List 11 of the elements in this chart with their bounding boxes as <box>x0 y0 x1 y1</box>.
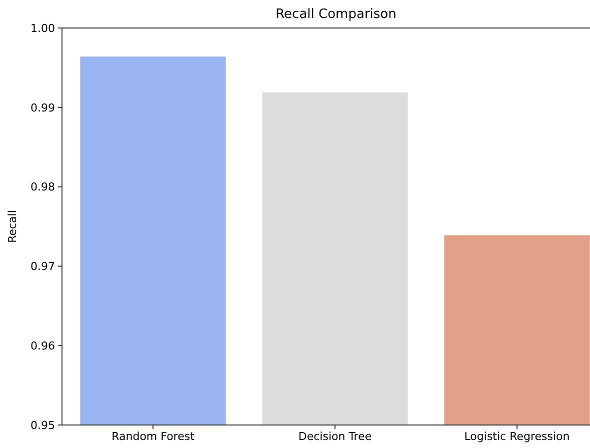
y-tick-label: 0.95 <box>30 418 55 432</box>
y-tick-label: 0.98 <box>30 180 55 194</box>
y-tick-label: 0.96 <box>30 339 55 352</box>
x-tick-label: Decision Tree <box>298 430 372 443</box>
chart-title: Recall Comparison <box>276 7 396 22</box>
x-tick-label: Random Forest <box>112 430 196 443</box>
y-tick-label: 0.99 <box>30 101 55 114</box>
y-tick-label: 1.00 <box>30 22 55 35</box>
y-axis-title: Recall <box>6 210 19 243</box>
y-tick-label: 0.97 <box>30 260 55 274</box>
x-tick-label: Logistic Regression <box>464 430 570 443</box>
